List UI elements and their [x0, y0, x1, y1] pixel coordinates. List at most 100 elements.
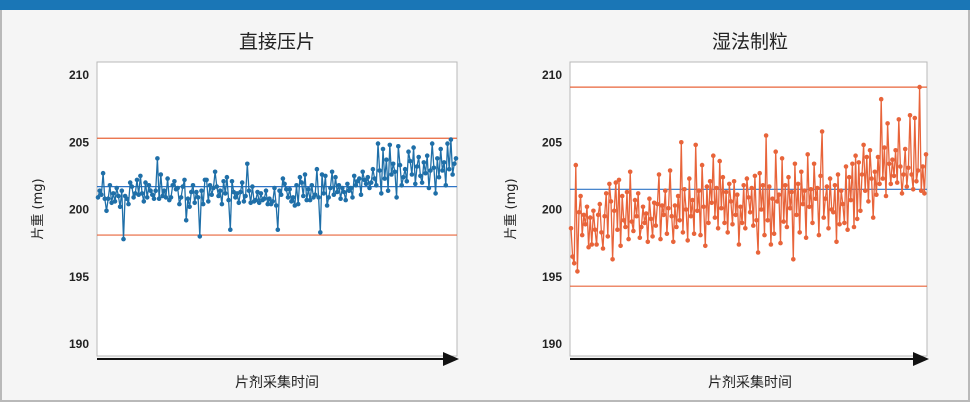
data-point [690, 197, 695, 203]
data-point [141, 199, 147, 204]
data-point [904, 184, 910, 189]
data-point [770, 196, 775, 201]
data-point [661, 212, 666, 218]
data-point [712, 215, 718, 220]
data-point [878, 96, 884, 102]
data-point [771, 231, 777, 236]
top-accent-bar [0, 0, 970, 10]
data-point [217, 188, 223, 193]
data-point [131, 195, 136, 200]
data-point [445, 141, 450, 146]
data-point [699, 162, 705, 168]
data-point [267, 196, 272, 201]
data-point [573, 162, 579, 168]
data-point [200, 201, 206, 207]
data-point [728, 199, 734, 204]
data-point [738, 204, 743, 210]
data-point [436, 174, 442, 180]
data-point [367, 185, 372, 191]
data-point [153, 188, 158, 193]
y-axis-label: 片重 (mg) [503, 178, 519, 239]
data-point [862, 188, 868, 193]
data-point [629, 219, 635, 224]
data-point [786, 174, 791, 180]
data-point [392, 169, 398, 175]
data-point [683, 207, 689, 212]
data-point [404, 179, 410, 184]
data-point [655, 201, 660, 207]
data-point [843, 164, 849, 169]
data-point [245, 161, 250, 167]
data-point [846, 174, 852, 180]
data-point [575, 269, 580, 274]
data-point [379, 191, 384, 196]
data-point [289, 199, 294, 204]
data-point [819, 129, 825, 134]
data-point [428, 168, 433, 173]
data-point [647, 196, 652, 201]
data-point [775, 199, 780, 204]
y-tick-label: 195 [542, 270, 562, 284]
data-point [116, 193, 121, 199]
data-point [124, 196, 130, 201]
data-point [787, 205, 793, 211]
data-point [407, 158, 413, 164]
data-point [781, 219, 786, 224]
data-point [896, 117, 902, 122]
data-point [698, 232, 703, 238]
data-point [365, 174, 371, 180]
data-point [672, 203, 678, 208]
data-point [336, 183, 342, 188]
data-point [632, 197, 638, 203]
data-point [351, 173, 357, 179]
data-point [722, 220, 727, 226]
data-point [882, 145, 887, 150]
data-point [189, 189, 194, 195]
data-point [883, 193, 889, 199]
data-point [717, 158, 722, 164]
y-tick-label: 190 [542, 337, 562, 351]
data-point [421, 160, 427, 165]
data-point [284, 187, 289, 192]
data-point [631, 228, 636, 234]
data-point [165, 176, 170, 181]
data-point [747, 209, 753, 215]
data-point [411, 145, 416, 150]
data-point [861, 142, 866, 148]
data-point [922, 191, 927, 196]
data-point [610, 257, 615, 262]
data-point [338, 196, 343, 201]
data-point [592, 227, 598, 232]
data-point [453, 156, 459, 161]
data-point [744, 176, 750, 181]
data-point [323, 173, 328, 179]
data-point [350, 195, 355, 200]
data-point [568, 226, 574, 231]
chart-title: 湿法制粒 [712, 31, 788, 53]
data-point [156, 196, 162, 201]
data-point [341, 189, 347, 195]
data-point [126, 201, 131, 207]
data-point [623, 224, 628, 230]
data-point [800, 201, 806, 207]
data-point [909, 172, 914, 177]
data-point [739, 220, 745, 226]
data-point [243, 193, 248, 199]
data-point [416, 154, 422, 160]
data-point [114, 185, 119, 191]
data-point [112, 199, 118, 204]
data-point [607, 181, 612, 187]
data-point [599, 230, 604, 235]
data-point [608, 199, 614, 204]
data-point [431, 165, 437, 171]
data-point [816, 232, 822, 238]
data-point [571, 261, 577, 266]
data-point [170, 183, 175, 188]
data-point [433, 191, 438, 196]
data-point [899, 191, 905, 196]
data-point [233, 195, 238, 200]
data-point [370, 166, 376, 172]
data-point [864, 154, 870, 160]
data-point [441, 160, 447, 165]
y-tick-label: 200 [542, 203, 562, 217]
